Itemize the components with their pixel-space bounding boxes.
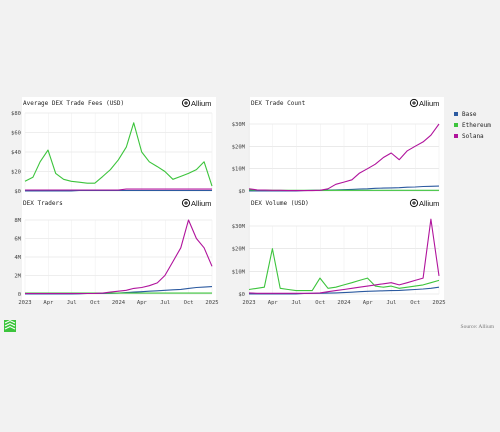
allium-logo-icon [181,98,191,108]
y-tick-label: $10M [232,269,246,275]
brand-badge: Allium [409,98,439,108]
chart-title: DEX Trade Count [251,100,306,107]
series-line-base [25,189,212,192]
x-tick-label: 2024 [337,300,351,306]
series-line-solana [25,188,212,191]
brand-name: Allium [191,99,211,108]
brand-name: Allium [191,199,211,208]
legend-label-base: Base [462,111,477,118]
y-tick-label: $0 [238,189,245,195]
chart-panel: DEX Trade Count Allium $0 $10M $20M $30M [232,97,444,200]
panel-background [22,97,216,200]
y-tick-label: $0 [238,292,245,298]
x-tick-label: Apr [137,300,148,306]
y-tick-label: $0 [14,189,21,195]
legend: Base Ethereum Solana [454,111,491,140]
series-line-ethereum [248,248,440,292]
brand-name: Allium [419,99,439,108]
chart-title: Average DEX Trade Fees (USD) [23,100,124,107]
x-tick-label: Oct [315,300,325,306]
x-tick-label: Jul [160,300,170,306]
brand-badge: Allium [181,198,211,208]
y-tick-label: 2M [14,274,21,280]
allium-logo-icon [409,198,419,208]
y-tick-label: 4M [14,255,21,261]
footer: Source: Allium [4,319,495,332]
allium-logo-mark [184,201,188,205]
y-tick-label: $80 [11,111,21,117]
allium-logo-icon [4,319,16,332]
series-line-base [249,185,440,192]
x-tick-label: Jul [67,300,77,306]
legend-label-ethereum: Ethereum [462,122,491,129]
y-tick-label: $20M [232,247,246,253]
panel-background [22,197,216,300]
chart-title: DEX Traders [23,200,63,207]
chart-title: DEX Volume (USD) [251,200,309,207]
series-line-ethereum [24,122,213,187]
y-tick-label: $20M [232,144,246,150]
panel-background [250,97,444,200]
x-tick-label: Apr [268,300,279,306]
chart-panel: Average DEX Trade Fees (USD) Allium $0 $20 $… [11,97,216,200]
chart-panel: DEX Traders Allium 0 2M 4M 6M 8M [14,197,216,300]
series-line-solana [248,123,440,192]
series-line-solana [248,218,440,294]
x-tick-label: Oct [90,300,100,306]
series-line-solana [25,219,213,295]
allium-logo-mark [412,201,416,205]
y-tick-label: 8M [14,218,21,224]
x-tick-label: 2024 [112,300,126,306]
x-tick-label: Jul [387,300,397,306]
legend-swatch-ethereum [454,123,458,127]
y-tick-label: $40 [11,150,21,156]
x-tick-label: Oct [410,300,420,306]
x-tick-label: Jul [292,300,302,306]
y-tick-label: $30M [232,122,246,128]
x-tick-label: Oct [184,300,194,306]
brand-badge: Allium [181,98,211,108]
allium-logo-icon [409,98,419,108]
x-tick-label: 2025 [205,300,218,306]
series-line-base [249,286,440,295]
y-tick-label: 6M [14,237,21,243]
allium-logo-icon [181,198,191,208]
y-tick-label: 0 [18,292,21,298]
legend-swatch-solana [454,134,458,138]
allium-logo-mark [184,101,188,105]
y-tick-label: $60 [11,131,21,137]
x-tick-label: 2023 [242,300,255,306]
brand-badge: Allium [409,198,439,208]
legend-label-solana: Solana [462,133,484,140]
y-tick-label: $10M [232,167,246,173]
x-tick-label: 2023 [18,300,31,306]
allium-logo-mark [412,101,416,105]
y-tick-label: $20 [11,170,21,176]
brand-name: Allium [419,199,439,208]
source-note: Source: Allium [461,324,495,330]
x-tick-label: Apr [363,300,374,306]
legend-swatch-base [454,112,458,116]
y-tick-label: $30M [232,224,246,230]
x-tick-label: 2025 [432,300,445,306]
x-tick-label: Apr [43,300,54,306]
chart-panel: DEX Volume (USD) Allium $0 $10M $20M $30M [232,197,444,300]
